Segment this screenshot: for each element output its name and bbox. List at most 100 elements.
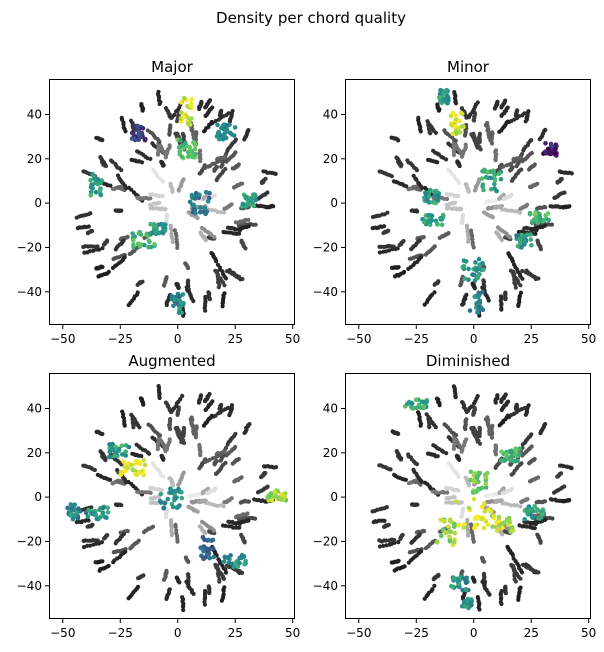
background-point [513, 579, 519, 584]
y-tick-label: 40 [323, 107, 338, 121]
density-point [439, 222, 445, 228]
density-point [460, 265, 466, 270]
background-point [471, 131, 476, 136]
y-tick-label: 40 [27, 107, 42, 121]
density-point [507, 519, 512, 525]
background-point [382, 524, 387, 530]
density-point [137, 242, 143, 248]
background-point [181, 470, 186, 475]
density-point [278, 491, 284, 497]
background-point [426, 157, 431, 162]
background-point [175, 131, 180, 136]
density-point [482, 509, 488, 514]
background-point [195, 509, 200, 514]
density-point [465, 596, 471, 602]
background-point [389, 135, 394, 140]
background-point [191, 427, 196, 432]
background-point [472, 579, 477, 584]
density-point [193, 151, 198, 157]
density-point [152, 242, 157, 247]
density-point [463, 587, 469, 593]
background-point [135, 149, 140, 154]
density-point [68, 502, 74, 507]
density-point [430, 199, 436, 205]
background-point [525, 497, 530, 502]
background-point [416, 410, 421, 415]
density-point [133, 458, 139, 464]
density-point [198, 545, 204, 551]
density-point [497, 523, 502, 528]
background-point [168, 417, 173, 422]
background-point [148, 486, 153, 491]
background-point [222, 154, 228, 160]
background-point [506, 208, 511, 213]
background-point [229, 202, 234, 207]
background-point [113, 502, 119, 507]
density-point [180, 292, 186, 297]
density-point [189, 153, 194, 158]
background-point [178, 397, 183, 402]
background-point [394, 155, 399, 160]
density-point [100, 505, 106, 511]
background-point [398, 536, 403, 542]
density-point [180, 142, 186, 148]
density-point [466, 505, 472, 511]
density-points [402, 397, 546, 611]
background-point [110, 186, 115, 191]
background-point [229, 403, 235, 408]
density-point [448, 529, 454, 534]
background-point [490, 215, 495, 220]
background-point [500, 532, 505, 537]
background-point [516, 303, 521, 308]
density-point [524, 506, 530, 512]
background-point [216, 573, 221, 579]
background-point [406, 560, 411, 565]
background-point [237, 525, 242, 530]
background-point [225, 405, 231, 410]
background-point [236, 162, 241, 167]
background-point [520, 268, 525, 274]
density-point [174, 495, 179, 500]
density-point [251, 203, 256, 209]
background-point [466, 233, 471, 239]
x-tick-label: 25 [228, 626, 243, 640]
density-point [161, 222, 166, 227]
background-point [377, 244, 382, 249]
density-point [107, 454, 112, 460]
density-point [480, 260, 485, 266]
background-point [463, 182, 468, 187]
background-point [509, 192, 514, 197]
background-point [463, 475, 468, 480]
background-point [526, 109, 531, 114]
density-point [189, 97, 194, 102]
background-point [416, 115, 421, 120]
density-point [496, 171, 502, 176]
background-point [116, 478, 121, 483]
density-point [110, 446, 115, 452]
density-point [121, 459, 126, 464]
background-point [100, 246, 105, 251]
y-tick-label: 20 [27, 446, 42, 460]
density-point [453, 113, 459, 119]
density-point [219, 125, 224, 131]
background-point [431, 577, 436, 582]
density-point [476, 290, 482, 296]
background-point [525, 202, 530, 207]
background-point [451, 384, 456, 389]
background-point [81, 545, 87, 550]
background-point [118, 530, 123, 535]
axes-frame [345, 79, 591, 325]
background-point [156, 440, 161, 445]
density-point [176, 310, 182, 316]
background-point [464, 437, 469, 442]
background-point [501, 164, 506, 169]
background-point [181, 425, 186, 431]
background-point [405, 158, 410, 163]
background-point [218, 452, 223, 457]
background-point [130, 416, 135, 421]
density-point [228, 130, 233, 136]
background-point [392, 274, 398, 279]
background-point [216, 277, 221, 282]
background-point [505, 119, 510, 124]
background-point [111, 560, 116, 565]
